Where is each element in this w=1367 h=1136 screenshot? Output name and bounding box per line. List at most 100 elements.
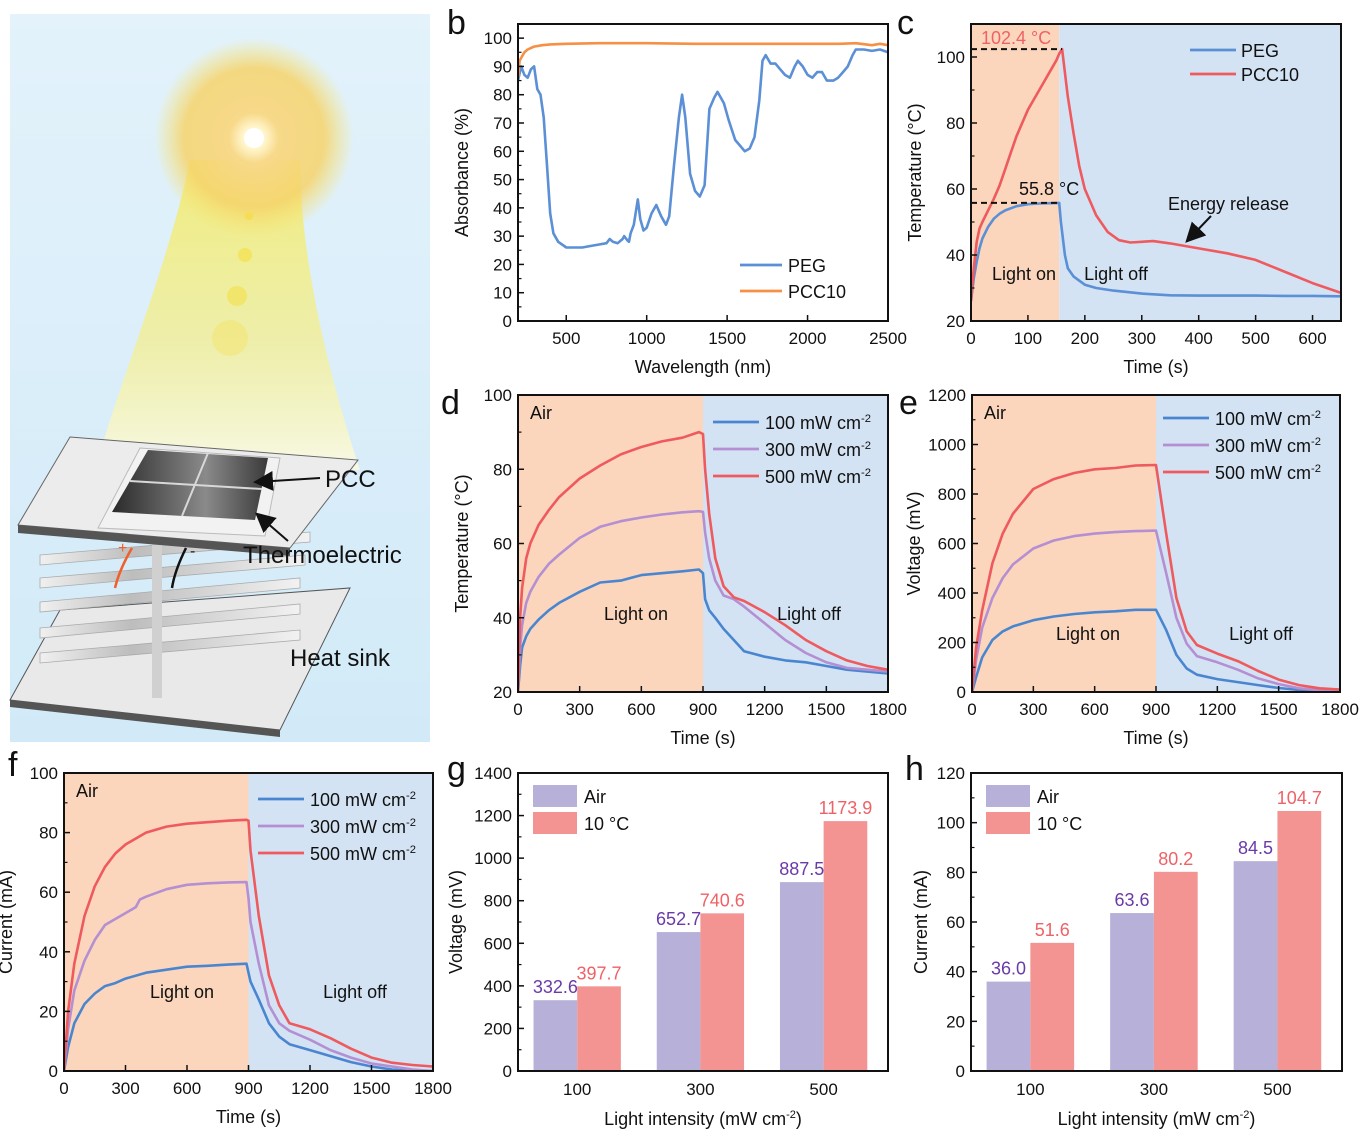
series-line-PCC10 xyxy=(971,47,1341,302)
positive-wire xyxy=(113,547,134,589)
legend-label: Air xyxy=(584,787,606,807)
bar-10C-500 xyxy=(1277,810,1322,1071)
x-tick-label: 1500 xyxy=(807,700,845,719)
bar-10C-100 xyxy=(1030,942,1075,1071)
series-line-100-mW-cm-2 xyxy=(518,568,888,692)
light-on-region xyxy=(971,24,1060,321)
y-tick-label: 0 xyxy=(956,1062,965,1081)
region-label-light-on: Light on xyxy=(604,604,668,624)
x-tick-label: 400 xyxy=(1185,329,1213,348)
legend-label: 300 mW cm-2 xyxy=(765,440,871,460)
schematic-panel: + - PCC Thermoelectric Heat sink xyxy=(9,14,430,742)
x-axis-label: Time (s) xyxy=(670,728,735,748)
light-on-region xyxy=(64,773,249,1071)
x-axis-label: Time (s) xyxy=(1123,357,1188,377)
y-tick-label: 400 xyxy=(484,977,512,996)
light-off-region xyxy=(703,395,888,692)
x-tick-label: 1200 xyxy=(746,700,784,719)
x-tick-label: 300 xyxy=(111,1079,139,1098)
y-tick-label: 60 xyxy=(493,142,512,161)
bar-Air-100 xyxy=(533,1000,578,1071)
y-tick-label: 800 xyxy=(484,892,512,911)
y-tick-label: 120 xyxy=(937,764,965,783)
y-tick-label: 80 xyxy=(493,86,512,105)
y-tick-label: 1000 xyxy=(928,436,966,455)
heat-sink-base-edge xyxy=(10,700,280,737)
x-tick-label: 600 xyxy=(1080,700,1108,719)
light-dot xyxy=(245,212,253,220)
bar-value-label: 652.7 xyxy=(656,909,701,929)
y-tick-label: 0 xyxy=(49,1062,58,1081)
x-tick-label: 0 xyxy=(59,1079,68,1098)
sun-core xyxy=(244,128,264,148)
bar-10C-300 xyxy=(1153,871,1198,1071)
y-tick-label: 60 xyxy=(946,913,965,932)
plot-frame xyxy=(517,394,889,693)
light-dot xyxy=(227,286,247,306)
x-tick-label: 300 xyxy=(1128,329,1156,348)
y-tick-label: 100 xyxy=(484,29,512,48)
y-tick-label: 40 xyxy=(946,246,965,265)
y-tick-label: 10 xyxy=(493,284,512,303)
y-tick-label: 100 xyxy=(484,386,512,405)
y-tick-label: 600 xyxy=(938,535,966,554)
y-tick-label: 100 xyxy=(937,48,965,67)
x-tick-label: 1500 xyxy=(708,329,746,348)
x-tick-label: 0 xyxy=(513,700,522,719)
y-tick-label: 40 xyxy=(493,609,512,628)
region-label-light-off: Light off xyxy=(323,982,388,1002)
series-line-PCC10 xyxy=(518,41,888,78)
chart-d: 20 40 60 80 100 0 300 600 900 1200 1500 1800 Time (s… xyxy=(452,386,907,748)
chart-c: 20 40 60 80 100 0 100 200 300 400 500 600 Time (s) Te… xyxy=(905,23,1342,377)
x-tick-label: 600 xyxy=(627,700,655,719)
y-tick-label: 1000 xyxy=(474,849,512,868)
x-tick-label: 0 xyxy=(966,329,975,348)
series-group xyxy=(972,463,1340,692)
x-axis-label: Light intensity (mW cm-2) xyxy=(1058,1109,1256,1129)
series-line-300-mW-cm-2 xyxy=(518,509,888,692)
positive-terminal-label: + xyxy=(118,540,127,557)
pcc-arrow xyxy=(253,471,321,491)
y-tick-label: 20 xyxy=(946,1012,965,1031)
bar-value-label: 36.0 xyxy=(991,959,1026,979)
x-tick-label: 300 xyxy=(686,1080,714,1099)
plot-frame xyxy=(970,23,1342,322)
heat-sink-pillar xyxy=(152,540,162,698)
chart-b: 0 10 20 30 40 50 60 70 80 90 100 500 1000 1500 2000 250… xyxy=(452,23,907,377)
legend-swatch xyxy=(986,812,1030,834)
y-tick-label: 100 xyxy=(30,764,58,783)
series-line-500-mW-cm-2 xyxy=(518,430,888,692)
y-tick-label: 0 xyxy=(503,312,512,331)
panel-label-g: g xyxy=(447,750,466,788)
legend-label: PCC10 xyxy=(788,282,846,302)
panel-label-h: h xyxy=(905,750,924,788)
legend-label: PCC10 xyxy=(1241,65,1299,85)
x-tick-label: 1200 xyxy=(1198,700,1236,719)
y-tick-label: 60 xyxy=(39,883,58,902)
bar-value-label: 80.2 xyxy=(1158,849,1193,869)
x-tick-label: 500 xyxy=(1263,1080,1291,1099)
x-tick-label: 1500 xyxy=(353,1079,391,1098)
chart-e: 0 200 400 600 800 1000 1200 0 300 600 900 1200 1500 1… xyxy=(904,386,1359,748)
y-axis-label: Temperature (°C) xyxy=(905,103,925,241)
x-tick-label: 0 xyxy=(967,700,976,719)
light-beam xyxy=(95,160,360,470)
y-axis-label: Temperature (°C) xyxy=(452,474,472,612)
light-on-region xyxy=(972,395,1156,692)
x-tick-label: 2500 xyxy=(869,329,907,348)
y-tick-label: 200 xyxy=(484,1019,512,1038)
legend-swatch xyxy=(533,812,577,834)
y-tick-label: 60 xyxy=(493,535,512,554)
y-tick-label: 20 xyxy=(493,683,512,702)
legend-swatch xyxy=(986,785,1030,807)
x-tick-label: 300 xyxy=(565,700,593,719)
y-tick-label: 80 xyxy=(946,114,965,133)
x-tick-label: 1200 xyxy=(291,1079,329,1098)
bar-value-label: 51.6 xyxy=(1035,920,1070,940)
x-tick-label: 1800 xyxy=(1321,700,1359,719)
y-tick-label: 1400 xyxy=(474,764,512,783)
heat-sink-label: Heat sink xyxy=(290,645,391,672)
plot-frame xyxy=(63,772,434,1072)
